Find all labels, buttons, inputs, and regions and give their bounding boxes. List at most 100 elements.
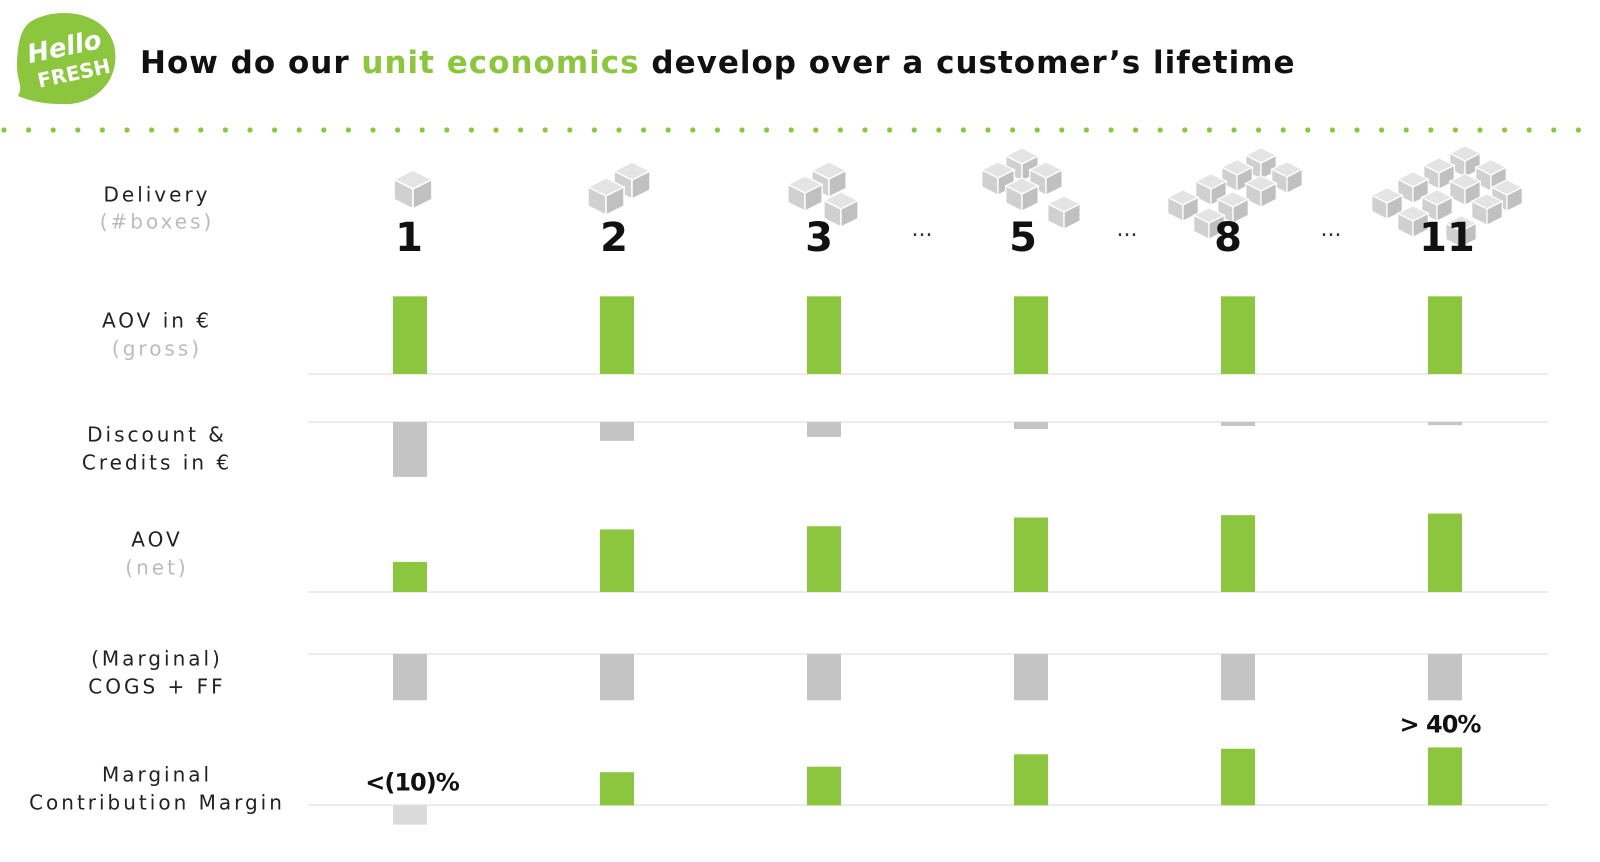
divider-dot <box>665 127 671 133</box>
value-label: <(10)% <box>365 768 459 796</box>
bar <box>807 766 841 806</box>
divider-dot <box>493 127 499 133</box>
divider-dot <box>1108 127 1114 133</box>
divider-dot <box>1477 127 1483 133</box>
row-label: Marginal <box>102 763 212 787</box>
row-label: Delivery <box>103 183 210 207</box>
divider-dot <box>1206 127 1212 133</box>
bar <box>1428 747 1462 806</box>
ellipsis: ... <box>1321 217 1342 242</box>
bar <box>393 805 427 825</box>
title-part: develop over a customer’s lifetime <box>640 45 1296 81</box>
divider-dot <box>1034 127 1040 133</box>
divider-dot <box>641 127 647 133</box>
divider-dot <box>1305 127 1311 133</box>
divider-dot <box>591 127 598 133</box>
divider-dot <box>1502 127 1508 133</box>
divider-dot <box>714 127 721 133</box>
bar <box>1221 422 1255 426</box>
divider-dot <box>1231 127 1237 133</box>
dotted-divider <box>1 127 1581 133</box>
bar <box>807 296 841 374</box>
divider-dot <box>1256 127 1262 133</box>
logo: Hello FRESH <box>16 13 116 105</box>
bar <box>1428 296 1462 374</box>
delivery-count: 8 <box>1214 215 1242 261</box>
divider-dot <box>862 127 868 133</box>
bar <box>600 422 634 441</box>
title: How do our unit economics develop over a… <box>140 45 1296 81</box>
bar <box>807 422 841 437</box>
bar <box>1221 654 1255 701</box>
bar <box>600 772 634 806</box>
box-icon <box>1005 177 1039 212</box>
row-label: AOV <box>131 528 182 552</box>
bar <box>807 654 841 701</box>
divider-dot <box>788 127 794 133</box>
divider-dot <box>99 127 105 133</box>
title-highlight: unit economics <box>361 45 639 81</box>
divider-dot <box>345 127 351 133</box>
divider-dot <box>985 127 991 133</box>
row-label: COGS + FF <box>88 675 225 699</box>
divider-dot <box>616 127 622 133</box>
value-label: > 40% <box>1400 710 1482 738</box>
divider-dot <box>1157 127 1163 133</box>
logo-shape <box>16 13 116 105</box>
bar <box>1221 515 1255 592</box>
divider-dot <box>542 127 548 133</box>
divider-dot <box>173 127 179 133</box>
row-sublabel: (#boxes) <box>100 210 215 234</box>
bar <box>1428 513 1462 592</box>
bar <box>1014 517 1048 592</box>
row-sublabel: (gross) <box>112 337 202 361</box>
divider-dot <box>468 127 474 133</box>
divider-dot <box>1452 127 1458 133</box>
divider-dot <box>1575 127 1581 133</box>
divider-dot <box>50 127 56 133</box>
divider-dot <box>1379 127 1385 133</box>
bar <box>600 654 634 701</box>
divider-dot <box>1059 127 1065 133</box>
box-icon <box>587 177 625 216</box>
divider-dot <box>1182 127 1188 133</box>
bar <box>1014 422 1048 430</box>
bar <box>393 422 427 477</box>
row-label: AOV in € <box>102 309 212 333</box>
divider-dot <box>198 127 204 133</box>
delivery-count: 2 <box>600 215 628 261</box>
divider-dot <box>567 127 573 133</box>
box-icon <box>1245 175 1277 208</box>
bar <box>1428 422 1462 426</box>
row-label: Discount & <box>87 423 227 447</box>
delivery-count: 3 <box>805 215 833 261</box>
divider-dot <box>1280 127 1286 133</box>
divider-dot <box>837 127 844 133</box>
divider-dot <box>690 127 696 133</box>
divider-dot <box>419 127 425 133</box>
bar <box>1014 296 1048 374</box>
delivery-count: 5 <box>1009 215 1037 261</box>
divider-dot <box>960 127 967 133</box>
divider-dot <box>395 127 401 133</box>
bar <box>1014 754 1048 806</box>
divider-dot <box>1010 127 1016 133</box>
title-part: How do our <box>140 45 361 81</box>
box-icon <box>1471 193 1503 226</box>
divider-dot <box>1428 127 1434 133</box>
divider-dot <box>1083 127 1089 133</box>
divider-dot <box>272 127 278 133</box>
divider-dot <box>1329 127 1335 133</box>
bar <box>1014 654 1048 701</box>
divider-dot <box>296 127 302 133</box>
bar <box>393 296 427 374</box>
divider-dot <box>444 127 450 133</box>
divider-dot <box>887 127 893 133</box>
row-label: Contribution Margin <box>29 791 285 815</box>
box-icon <box>1047 195 1081 230</box>
bar <box>600 296 634 374</box>
bar <box>1221 296 1255 374</box>
divider-dot <box>936 127 942 133</box>
row-sublabel: (net) <box>125 556 188 580</box>
